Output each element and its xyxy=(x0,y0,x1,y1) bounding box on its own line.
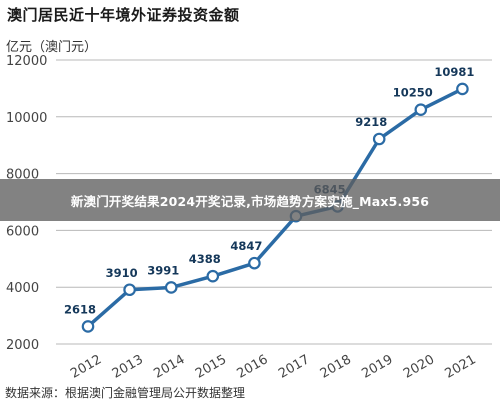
data-point xyxy=(206,269,220,283)
data-label: 4847 xyxy=(230,239,262,253)
y-tick-label: 12000 xyxy=(6,54,47,69)
data-label: 2618 xyxy=(64,302,96,316)
data-label: 9218 xyxy=(355,115,387,129)
y-tick-label: 8000 xyxy=(6,168,39,183)
series-line-group xyxy=(86,87,464,328)
x-tick-label: 2012 xyxy=(68,352,104,382)
data-label: 3910 xyxy=(106,266,138,280)
data-point xyxy=(164,281,178,294)
data-point xyxy=(456,82,469,96)
y-axis-unit-label: 亿元（澳门元） xyxy=(6,40,98,55)
x-tick-label: 2014 xyxy=(151,352,187,382)
data-point xyxy=(123,283,136,297)
y-tick-label: 6000 xyxy=(6,224,39,239)
data-point xyxy=(248,256,261,270)
x-tick-label: 2021 xyxy=(443,352,479,382)
series-line xyxy=(86,87,464,328)
y-tick-label: 10000 xyxy=(6,111,47,126)
x-tick-label: 2018 xyxy=(318,352,354,382)
y-tick-label: 4000 xyxy=(6,281,39,296)
overlay-banner[interactable]: 新澳门开奖结果2024开奖记录,市场趋势方案实施_Max5.956 xyxy=(0,179,500,221)
x-axis-ticks: 2012 2013 2014 2015 2016 2017 2018 2019 2020 2021 xyxy=(68,352,479,382)
overlay-banner-text: 新澳门开奖结果2024开奖记录,市场趋势方案实施_Max5.956 xyxy=(70,193,430,209)
chart-title: 澳门居民近十年境外证券投资金额 xyxy=(7,6,240,24)
y-axis-ticks: 2000 4000 6000 8000 10000 12000 xyxy=(6,54,47,353)
x-tick-label: 2019 xyxy=(359,352,395,382)
data-point xyxy=(81,320,95,333)
x-tick-label: 2020 xyxy=(401,352,437,382)
data-label: 3991 xyxy=(147,263,179,277)
data-point xyxy=(414,103,428,116)
x-tick-label: 2015 xyxy=(193,352,229,382)
data-label: 10250 xyxy=(393,86,433,100)
data-point xyxy=(372,132,386,146)
data-source-note: 数据来源：根据澳门金融管理局公开数据整理 xyxy=(5,386,246,400)
y-tick-label: 2000 xyxy=(6,338,39,353)
x-tick-label: 2013 xyxy=(110,352,146,382)
x-tick-label: 2017 xyxy=(276,352,312,382)
data-label: 4388 xyxy=(189,252,221,266)
x-tick-label: 2016 xyxy=(235,352,271,382)
data-label: 10981 xyxy=(434,65,474,79)
